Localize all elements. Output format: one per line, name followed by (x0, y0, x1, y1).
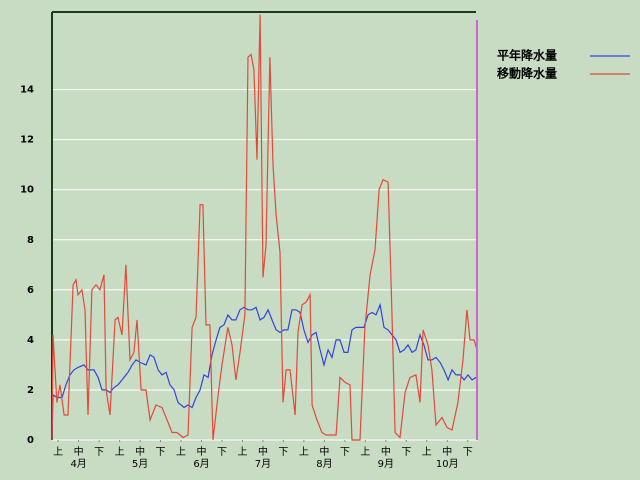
x-tick-label: 中 (442, 445, 452, 458)
series-line (51, 302, 478, 441)
month-label: 4月 (70, 458, 86, 470)
month-label: 7月 (255, 458, 271, 470)
y-tick-label: 0 (27, 435, 34, 446)
x-tick-label: 中 (197, 445, 207, 458)
x-tick-label: 上 (360, 446, 370, 458)
legend-label: 移動降水量 (497, 66, 557, 81)
x-tick-label: 中 (135, 445, 145, 458)
y-tick-label: 2 (27, 385, 34, 396)
y-tick-label: 10 (20, 185, 34, 196)
y-tick-label: 6 (27, 285, 34, 296)
x-tick-label: 上 (176, 446, 186, 458)
x-tick-label: 中 (381, 445, 391, 458)
x-tick-label: 下 (156, 447, 166, 458)
x-tick-label: 下 (217, 447, 227, 458)
x-tick-label: 下 (278, 447, 288, 458)
month-label: 5月 (132, 458, 148, 470)
x-tick-label: 中 (319, 445, 329, 458)
x-tick-label: 上 (115, 446, 125, 458)
y-tick-label: 4 (27, 335, 34, 346)
month-label: 10月 (436, 458, 459, 470)
x-tick-label: 下 (401, 447, 411, 458)
x-tick-label: 下 (94, 447, 104, 458)
x-tick-label: 上 (53, 446, 63, 458)
x-tick-label: 上 (422, 446, 432, 458)
x-tick-label: 上 (237, 446, 247, 458)
month-label: 8月 (316, 458, 332, 470)
y-tick-label: 14 (20, 85, 34, 96)
x-tick-label: 下 (340, 447, 350, 458)
x-tick-label: 上 (299, 446, 309, 458)
series-line (51, 14, 478, 441)
x-tick-label: 中 (74, 445, 84, 458)
x-tick-label: 中 (258, 445, 268, 458)
month-label: 6月 (193, 458, 209, 470)
y-tick-label: 12 (20, 135, 34, 146)
x-tick-label: 下 (463, 447, 473, 458)
legend-label: 平年降水量 (497, 48, 557, 63)
y-tick-label: 8 (27, 235, 34, 246)
month-label: 9月 (378, 458, 394, 470)
